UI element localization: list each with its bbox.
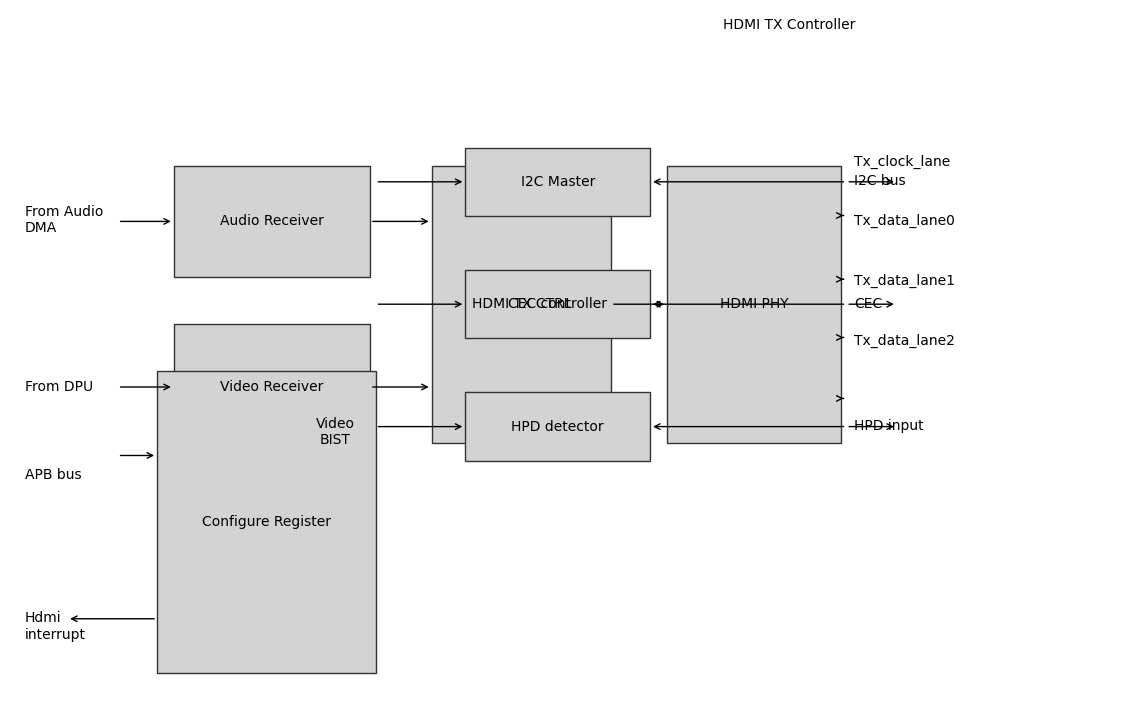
FancyBboxPatch shape bbox=[174, 166, 370, 277]
Text: Tx_clock_lane: Tx_clock_lane bbox=[854, 155, 951, 169]
FancyBboxPatch shape bbox=[667, 166, 841, 443]
FancyBboxPatch shape bbox=[465, 148, 650, 216]
Text: Configure Register: Configure Register bbox=[202, 515, 331, 529]
Text: From DPU: From DPU bbox=[25, 380, 93, 395]
FancyBboxPatch shape bbox=[174, 324, 370, 450]
Text: Audio Receiver: Audio Receiver bbox=[220, 215, 324, 228]
Text: Tx_data_lane0: Tx_data_lane0 bbox=[854, 214, 955, 228]
Text: From Audio
DMA: From Audio DMA bbox=[25, 204, 103, 235]
Text: Tx_data_lane1: Tx_data_lane1 bbox=[854, 274, 955, 288]
Text: Video
BIST: Video BIST bbox=[316, 417, 354, 446]
FancyBboxPatch shape bbox=[465, 392, 650, 461]
Text: HPD detector: HPD detector bbox=[511, 420, 604, 433]
Text: I2C Master: I2C Master bbox=[520, 175, 595, 189]
Text: HDMI TX Controller: HDMI TX Controller bbox=[723, 18, 855, 32]
Text: Video Receiver: Video Receiver bbox=[220, 380, 324, 394]
Text: Tx_data_lane2: Tx_data_lane2 bbox=[854, 333, 955, 348]
FancyBboxPatch shape bbox=[432, 166, 611, 443]
Text: Hdmi
interrupt: Hdmi interrupt bbox=[25, 611, 85, 642]
FancyBboxPatch shape bbox=[157, 371, 376, 673]
Text: CEC controller: CEC controller bbox=[508, 297, 608, 311]
FancyBboxPatch shape bbox=[300, 401, 370, 462]
Text: HDMI TX CTRL: HDMI TX CTRL bbox=[472, 297, 571, 311]
Text: CEC: CEC bbox=[854, 297, 882, 311]
FancyBboxPatch shape bbox=[465, 270, 650, 338]
Text: I2C bus: I2C bus bbox=[854, 174, 906, 189]
Text: HPD input: HPD input bbox=[854, 419, 924, 433]
Text: HDMI PHY: HDMI PHY bbox=[720, 297, 788, 311]
Text: APB bus: APB bus bbox=[25, 468, 82, 482]
